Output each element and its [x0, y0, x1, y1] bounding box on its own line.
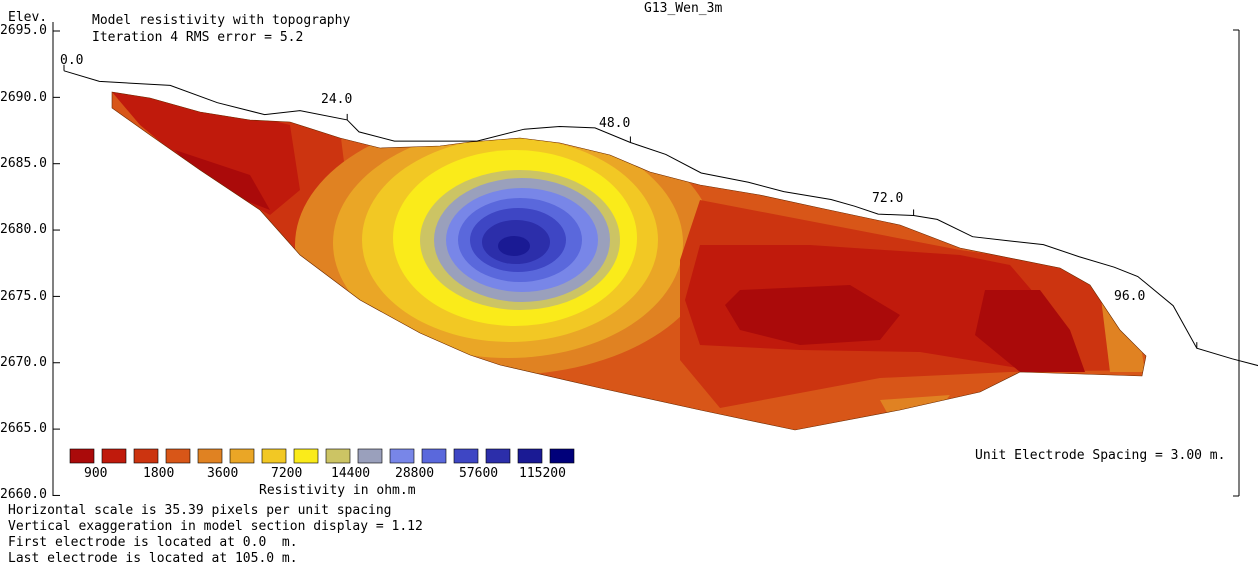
zone-left-core	[175, 150, 270, 210]
right-axis	[1233, 29, 1240, 497]
legend-swatch	[389, 448, 415, 464]
legend-swatch	[357, 448, 383, 464]
unit-spacing-text: Unit Electrode Spacing = 3.00 m.	[975, 448, 1226, 463]
y-tick-label: 2675.0	[0, 289, 47, 304]
legend-tick-label: 1800	[143, 466, 175, 481]
footer-line: First electrode is located at 0.0 m.	[8, 535, 298, 550]
legend-tick-label: 14400	[331, 466, 371, 481]
y-tick-label: 2690.0	[0, 90, 47, 105]
zone-right-core2	[975, 290, 1085, 372]
legend-swatch	[197, 448, 223, 464]
legend-swatch	[101, 448, 127, 464]
legend-swatch	[69, 448, 95, 464]
legend-swatch	[165, 448, 191, 464]
section-name: G13_Wen_3m	[644, 1, 723, 16]
footer-line: Horizontal scale is 35.39 pixels per uni…	[8, 503, 392, 518]
legend-swatch	[229, 448, 255, 464]
distance-label: 0.0	[60, 53, 84, 68]
legend-title: Resistivity in ohm.m	[259, 483, 416, 498]
legend-swatch	[293, 448, 319, 464]
zone-right-core1	[725, 285, 900, 345]
legend-swatch	[261, 448, 287, 464]
legend-tick-label: 7200	[271, 466, 303, 481]
legend-swatch	[421, 448, 447, 464]
electrode-ticks	[63, 64, 1198, 349]
y-tick-label: 2685.0	[0, 156, 47, 171]
legend-swatch	[517, 448, 543, 464]
legend-tick-label: 28800	[395, 466, 435, 481]
subtitle-line-1: Model resistivity with topography	[92, 13, 351, 28]
distance-label: 96.0	[1114, 289, 1146, 304]
distance-label: 72.0	[872, 191, 904, 206]
legend-tick-label: 3600	[207, 466, 239, 481]
y-tick-label: 2680.0	[0, 222, 47, 237]
legend-tick-label: 57600	[459, 466, 499, 481]
legend-swatch	[453, 448, 479, 464]
legend-swatch	[133, 448, 159, 464]
footer-line: Vertical exaggeration in model section d…	[8, 519, 423, 534]
topography-line	[63, 70, 1258, 367]
legend-tick-label: 115200	[519, 466, 566, 481]
y-tick-label: 2665.0	[0, 421, 47, 436]
elev-label: Elev.	[8, 10, 48, 25]
legend-swatch	[485, 448, 511, 464]
y-tick-label: 2660.0	[0, 487, 47, 502]
zone-left-red	[112, 92, 300, 215]
footer-line: Last electrode is located at 105.0 m.	[8, 551, 298, 566]
y-tick-label: 2695.0	[0, 23, 47, 38]
section-outline	[111, 91, 1147, 431]
distance-label: 24.0	[321, 92, 353, 107]
resistivity-legend	[69, 448, 575, 464]
y-tick-label: 2670.0	[0, 355, 47, 370]
y-axis	[52, 22, 60, 496]
legend-tick-label: 900	[84, 466, 108, 481]
legend-swatch	[549, 448, 575, 464]
legend-swatch	[325, 448, 351, 464]
subtitle-line-2: Iteration 4 RMS error = 5.2	[92, 30, 304, 45]
ring-11	[498, 236, 530, 256]
distance-label: 48.0	[599, 116, 631, 131]
